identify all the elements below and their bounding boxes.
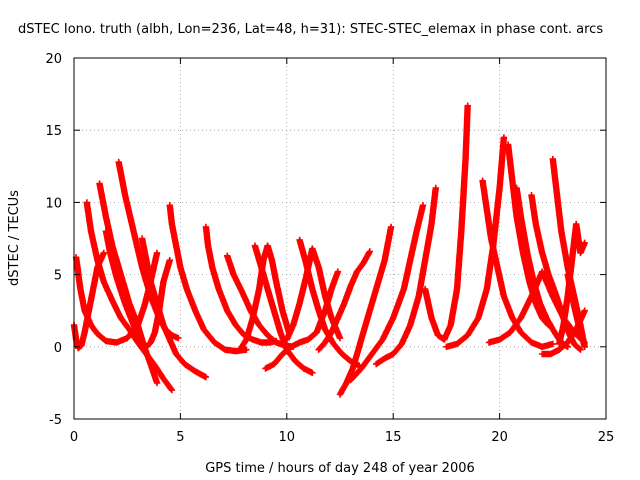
x-tick-label: 0 [70,430,78,445]
data-point-markers [373,184,439,368]
data-point-markers [251,242,316,376]
data-arc [373,184,439,368]
data-arc [115,158,182,342]
data-point-markers [262,268,342,372]
data-layer [70,102,588,398]
y-tick-label: 10 [45,196,62,211]
x-tick-label: 15 [385,430,402,445]
x-tick-label: 20 [491,430,508,445]
x-axis-label: GPS time / hours of day 248 of year 2006 [205,461,475,476]
y-tick-label: 5 [54,269,62,284]
y-axis-label: dSTEC / TECUs [7,190,22,286]
data-point-markers [336,223,395,398]
y-tick-label: -5 [49,413,62,428]
data-arc [479,177,556,350]
data-arc [251,242,316,376]
data-arc [347,202,427,384]
data-point-markers [315,248,373,353]
data-point-markers [485,268,588,346]
data-point-markers [347,202,427,384]
data-arc [315,248,373,353]
chart-title: dSTEC Iono. truth (albh, Lon=236, Lat=48… [18,22,603,37]
y-tick-label: 20 [45,52,62,67]
data-point-markers [166,202,250,355]
data-point-markers [115,158,182,342]
x-axis: 0 5 10 15 20 25 [70,58,614,445]
x-tick-label: 5 [176,430,184,445]
data-arc [336,223,395,398]
data-point-markers [479,177,556,350]
plot-frame [73,57,607,420]
x-tick-label: 10 [279,430,296,445]
data-arc [539,307,588,358]
y-tick-label: 0 [54,341,62,356]
data-arc [166,202,250,355]
y-tick-label: 15 [45,124,62,139]
data-arc [138,235,210,381]
data-point-markers [539,307,588,358]
data-arc [485,268,588,346]
data-arc [421,102,471,343]
x-tick-label: 25 [598,430,615,445]
y-axis: -5 0 5 10 15 20 [45,52,606,428]
data-point-markers [138,235,210,381]
data-arc [262,268,342,372]
data-point-markers [421,102,471,343]
